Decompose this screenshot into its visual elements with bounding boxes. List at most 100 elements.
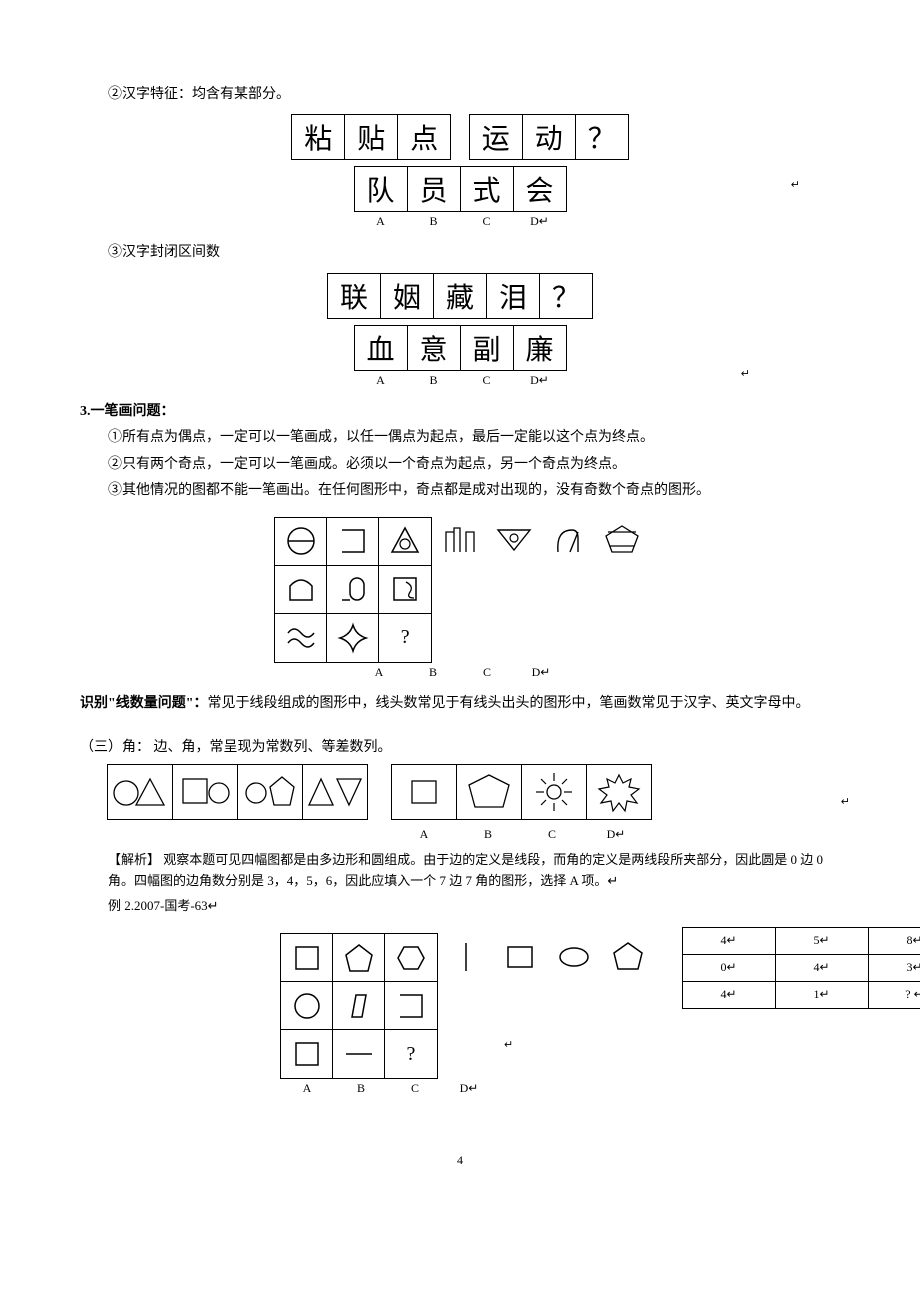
line-quantity-body: 常见于线段组成的图形中，线头数常见于有线头出头的图形中，笔画数常见于汉字、英文字…	[208, 696, 810, 711]
side-note: ↵	[504, 1039, 513, 1051]
stroke-p2: ②只有两个奇点，一定可以一笔画成。必须以一个奇点为起点，另一个奇点为终点。	[80, 454, 840, 476]
char-cell: 粘	[292, 115, 345, 159]
option-cell	[550, 935, 598, 979]
grid-cell	[333, 934, 385, 982]
option-cell	[544, 518, 592, 562]
grid-cell	[379, 518, 431, 566]
option-label-c: C	[460, 214, 513, 229]
option-label-d: D↵	[442, 1081, 496, 1096]
grid-cell	[327, 518, 379, 566]
angle-heading: （三）角： 边、角，常呈现为常数列、等差数列。	[80, 737, 840, 759]
option-label-b: B	[406, 665, 460, 680]
option-cell	[490, 518, 538, 562]
page-number: 4	[80, 1153, 840, 1168]
ex-cell	[521, 764, 587, 820]
angle-explanation-1: 【解析】 观察本题可见四幅图都是由多边形和圆组成。由于边的定义是线段，而角的定义…	[80, 850, 840, 892]
option-label-c: C	[460, 373, 513, 388]
char-cell: 泪	[487, 274, 540, 318]
char-cell: 副	[461, 326, 514, 370]
side-note: ↵	[791, 178, 800, 191]
table-cell: 8↵	[868, 927, 920, 954]
grid-cell: ?	[379, 614, 431, 662]
option-label-a: A	[354, 214, 407, 229]
option-cell	[604, 935, 652, 979]
char-cell: 队	[355, 167, 408, 211]
grid-cell	[275, 566, 327, 614]
option-label-d: D↵	[513, 373, 566, 388]
hanzi-feature-figure: ↵ 粘 贴 点 运 动 ？ 队 员 式 会 A B	[80, 114, 840, 230]
char-cell: 藏	[434, 274, 487, 318]
table-cell: ? ↵	[868, 981, 920, 1008]
table-cell: 4↵	[682, 927, 775, 954]
hanzi-feature-heading: ②汉字特征：均含有某部分。	[80, 84, 840, 106]
grid-cell	[281, 982, 333, 1030]
option-label-a: A	[352, 665, 406, 680]
option-label-b: B	[407, 373, 460, 388]
grid-cell	[275, 518, 327, 566]
char-cell: 意	[408, 326, 461, 370]
table-cell: 4↵	[775, 954, 868, 981]
option-label-d: D↵	[513, 214, 566, 229]
number-table-block: 4↵ 5↵ 8↵ 0↵ 4↵ 3↵ 4↵ 1↵ ? ↵ ↵ ↵ ↵	[682, 927, 920, 1009]
table-cell: 5↵	[775, 927, 868, 954]
number-table: 4↵ 5↵ 8↵ 0↵ 4↵ 3↵ 4↵ 1↵ ? ↵	[682, 927, 920, 1009]
option-label-b: B	[456, 825, 520, 844]
option-label-b: B	[334, 1081, 388, 1096]
ex-cell	[172, 764, 238, 820]
option-label-c: C	[388, 1081, 442, 1096]
stroke-grid-figure: ? A B C D↵	[80, 510, 840, 681]
char-cell: 动	[523, 115, 576, 159]
ex-cell	[237, 764, 303, 820]
char-cell: 联	[328, 274, 381, 318]
char-cell: 贴	[345, 115, 398, 159]
grid-cell	[385, 934, 437, 982]
hanzi-closed-figure: ↵ 联 姻 藏 泪 ？ 血 意 副 廉 A B C D↵	[80, 273, 840, 389]
stroke-title: 3.一笔画问题：	[80, 401, 840, 423]
ex-cell	[302, 764, 368, 820]
option-cell	[598, 518, 646, 562]
grid-cell	[333, 1030, 385, 1078]
grid-cell	[385, 982, 437, 1030]
option-label-a: A	[354, 373, 407, 388]
grid-cell	[327, 566, 379, 614]
option-label-c: C	[520, 825, 584, 844]
char-cell: ？	[540, 274, 592, 318]
ex-cell	[586, 764, 652, 820]
grid-cell: ?	[385, 1030, 437, 1078]
line-quantity-heading: 识别"线数量问题"：常见于线段组成的图形中，线头数常见于有线头出头的图形中，笔画…	[80, 693, 840, 715]
option-label-d: D↵	[584, 825, 648, 844]
char-cell: 员	[408, 167, 461, 211]
option-label-d: D↵	[514, 665, 568, 680]
option-cell	[496, 935, 544, 979]
table-cell: 3↵	[868, 954, 920, 981]
option-cell	[436, 518, 484, 562]
grid-cell	[281, 934, 333, 982]
grid-cell	[333, 982, 385, 1030]
char-cell: 廉	[514, 326, 566, 370]
grid-cell	[327, 614, 379, 662]
hanzi-closed-heading: ③汉字封闭区间数	[80, 242, 840, 264]
grid-cell	[281, 1030, 333, 1078]
ex-cell	[107, 764, 173, 820]
char-cell: 血	[355, 326, 408, 370]
option-label-a: A	[280, 1081, 334, 1096]
side-note: ↵	[841, 794, 850, 812]
char-cell: 运	[470, 115, 523, 159]
angle-explanation-2: 例 2.2007-国考-63↵	[80, 896, 840, 917]
option-cell	[442, 935, 490, 979]
char-cell: 式	[461, 167, 514, 211]
stroke-p1: ①所有点为偶点，一定可以一笔画成，以任一偶点为起点，最后一定能以这个点为终点。	[80, 427, 840, 449]
side-note: ↵	[741, 367, 750, 380]
angle-figure-row: ↵ A B C D↵	[80, 764, 840, 847]
char-cell: 点	[398, 115, 450, 159]
char-cell: 会	[514, 167, 566, 211]
line-quantity-title: 识别"线数量问题"：	[80, 696, 208, 711]
option-label-b: B	[407, 214, 460, 229]
grid-cell	[275, 614, 327, 662]
char-cell: ？	[576, 115, 628, 159]
grid-cell	[379, 566, 431, 614]
option-label-c: C	[460, 665, 514, 680]
ex-cell	[456, 764, 522, 820]
table-cell: 0↵	[682, 954, 775, 981]
bottom-grid-block: ? A B C D↵ ↵	[280, 927, 652, 1114]
